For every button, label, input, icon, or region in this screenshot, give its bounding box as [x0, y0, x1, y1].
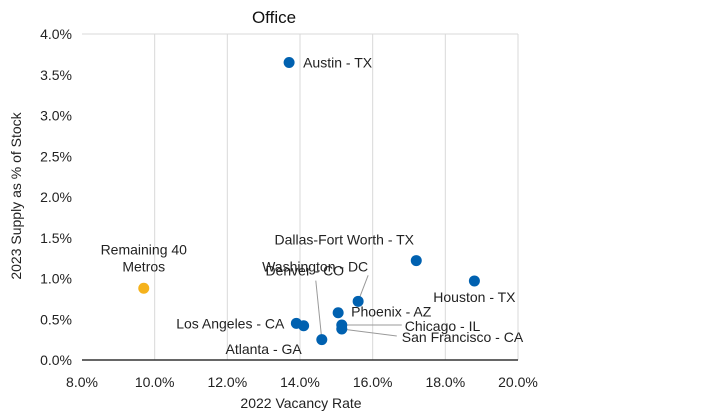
- data-point: [468, 275, 480, 287]
- data-point: [336, 323, 348, 335]
- y-axis-title: 2023 Supply as % of Stock: [8, 111, 24, 279]
- x-tick-label: 14.0%: [280, 374, 320, 390]
- point-label: Remaining 40 Metros: [101, 241, 188, 274]
- point-label: Atlanta - GA: [226, 341, 303, 357]
- y-axis-ticks: 0.0% 0.5% 1.0% 1.5% 2.0% 2.5% 3.0% 3.5% 4.0%: [40, 26, 72, 368]
- point-label: Dallas-Fort Worth - TX: [275, 232, 415, 248]
- y-tick-label: 0.5%: [40, 311, 72, 327]
- leader-lines: [315, 275, 402, 340]
- leader-line: [341, 328, 397, 337]
- y-tick-label: 0.0%: [40, 352, 72, 368]
- leader-line: [315, 280, 323, 340]
- x-tick-label: 16.0%: [353, 374, 393, 390]
- gridlines: [82, 33, 519, 361]
- point-label: Washington - DC: [262, 258, 368, 274]
- x-tick-label: 18.0%: [425, 374, 465, 390]
- point-label: Los Angeles - CA: [176, 315, 285, 331]
- x-tick-label: 8.0%: [66, 374, 98, 390]
- data-point: [332, 307, 344, 319]
- y-tick-label: 1.0%: [40, 271, 72, 287]
- data-point: [410, 255, 422, 267]
- x-tick-label: 10.0%: [135, 374, 175, 390]
- data-point: [352, 295, 364, 307]
- point-label: Austin - TX: [303, 55, 373, 71]
- data-point: [298, 320, 310, 332]
- y-tick-label: 2.5%: [40, 148, 72, 164]
- x-tick-label: 20.0%: [498, 374, 538, 390]
- point-label: San Francisco - CA: [402, 329, 524, 345]
- point-label: Chicago - IL: [405, 318, 481, 334]
- data-point: [316, 334, 328, 346]
- x-axis-title: 2022 Vacancy Rate: [240, 395, 361, 411]
- x-axis-ticks: 8.0% 10.0% 12.0% 14.0% 16.0% 18.0% 20.0%: [66, 374, 538, 390]
- data-point: [283, 57, 295, 69]
- y-tick-label: 2.0%: [40, 189, 72, 205]
- y-tick-label: 3.5%: [40, 67, 72, 83]
- y-tick-label: 1.5%: [40, 230, 72, 246]
- x-tick-label: 12.0%: [207, 374, 247, 390]
- point-label: Houston - TX: [433, 289, 516, 305]
- point-label: Phoenix - AZ: [351, 304, 432, 320]
- point-labels: Austin - TX Dallas-Fort Worth - TX Houston…: [101, 55, 524, 357]
- chart-title: Office: [252, 8, 296, 27]
- y-tick-label: 3.0%: [40, 108, 72, 124]
- y-tick-label: 4.0%: [40, 26, 72, 42]
- data-points: [138, 57, 480, 346]
- data-point: [138, 282, 150, 294]
- point-label: Denver - CO: [266, 263, 345, 279]
